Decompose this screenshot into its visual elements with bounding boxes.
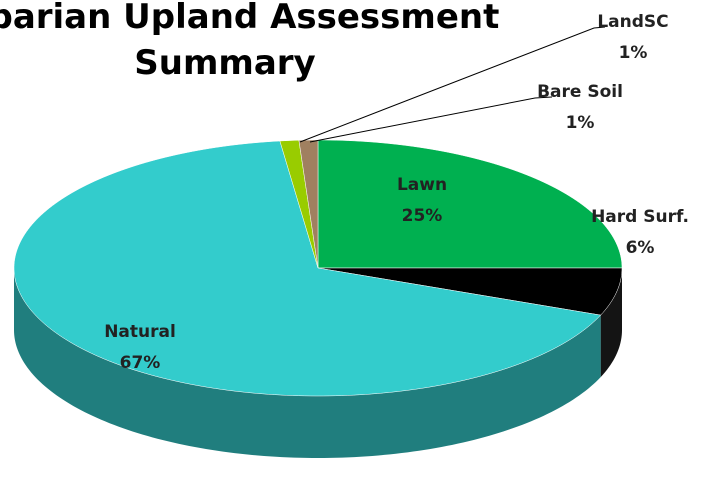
slice bbox=[317, 267, 623, 316]
slice-label: LandSC bbox=[597, 12, 668, 32]
slice-value-label: 67% bbox=[120, 353, 161, 373]
slice-label: Lawn bbox=[397, 175, 447, 195]
leader-line bbox=[309, 96, 553, 143]
slice-value-label: 6% bbox=[626, 238, 655, 258]
slice bbox=[317, 139, 623, 269]
chart-title: Riparian Upland Assessment Summary bbox=[0, 0, 500, 83]
slice-value-label: 1% bbox=[619, 43, 648, 63]
slice-value-label: 1% bbox=[566, 113, 595, 133]
slice-label: Natural bbox=[104, 322, 176, 342]
slice-value-label: 25% bbox=[402, 206, 443, 226]
slice bbox=[13, 140, 602, 397]
slice-side bbox=[600, 268, 622, 378]
slice-label: Bare Soil bbox=[537, 82, 623, 102]
slice-side bbox=[14, 268, 601, 458]
slice-label: Hard Surf. bbox=[591, 207, 689, 227]
leader-line bbox=[299, 26, 606, 143]
